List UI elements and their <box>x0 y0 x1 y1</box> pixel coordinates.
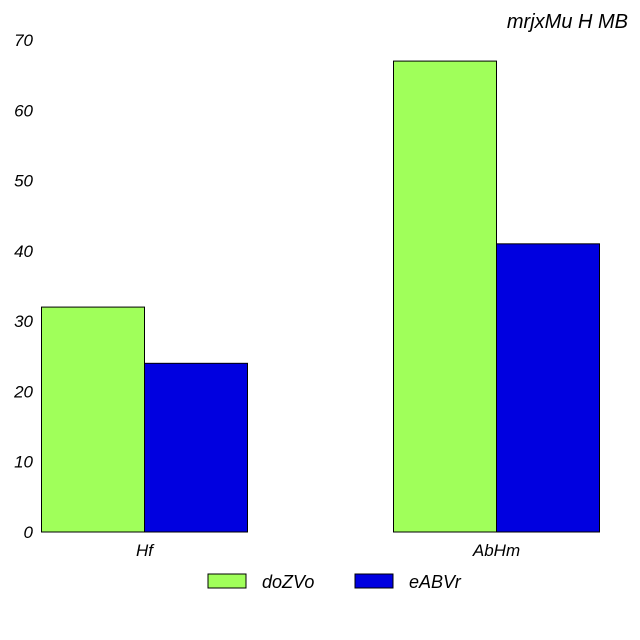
y-axis-ticks: 0 10 20 30 40 50 60 70 <box>13 31 33 542</box>
bar-doZVo-AbHm <box>393 60 497 533</box>
legend: doZVo eABVr <box>207 572 462 592</box>
legend-label-doZVo: doZVo <box>262 572 314 592</box>
x-tick-label: Hf <box>136 541 155 560</box>
bar-eABVr-Hf <box>144 362 248 533</box>
legend-label-eABVr: eABVr <box>409 572 462 592</box>
legend-swatch-doZVo <box>207 573 247 589</box>
bars-group <box>41 60 600 533</box>
y-tick-label: 0 <box>24 523 34 542</box>
chart-title: mrjxMu H MB <box>507 11 628 33</box>
y-tick-label: 20 <box>13 382 33 401</box>
y-tick-label: 60 <box>14 101 33 120</box>
y-tick-label: 40 <box>14 242 33 261</box>
y-tick-label: 70 <box>14 31 33 50</box>
y-tick-label: 50 <box>14 172 33 191</box>
x-tick-label: AbHm <box>472 541 520 560</box>
bar-doZVo-Hf <box>41 306 145 533</box>
y-tick-label: 30 <box>14 312 33 331</box>
y-tick-label: 10 <box>14 453 33 472</box>
bar-eABVr-AbHm <box>496 243 600 533</box>
legend-swatch-eABVr <box>354 573 394 589</box>
x-axis-labels: Hf AbHm <box>136 541 520 560</box>
